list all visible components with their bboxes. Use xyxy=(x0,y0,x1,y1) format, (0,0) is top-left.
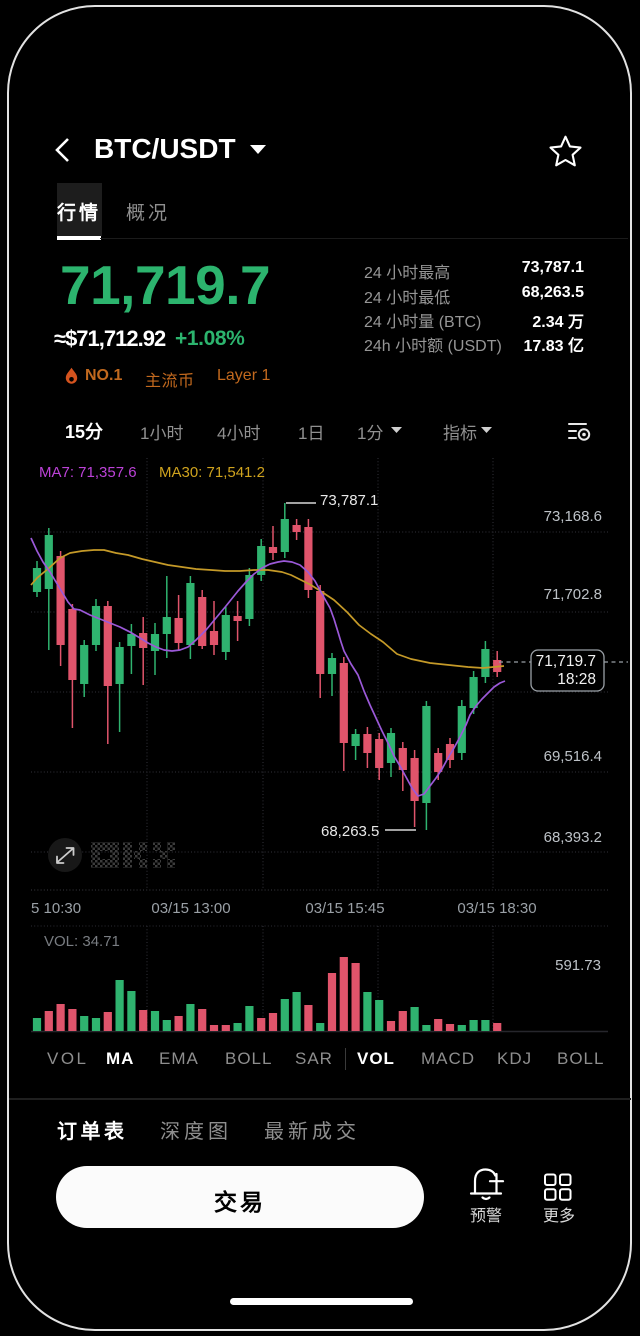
svg-text:591.73: 591.73 xyxy=(555,957,601,974)
svg-text:73,168.6: 73,168.6 xyxy=(544,508,602,525)
svg-text:5 10:30: 5 10:30 xyxy=(31,900,81,917)
svg-text:68,263.5: 68,263.5 xyxy=(321,823,379,840)
svg-text:73,787.1: 73,787.1 xyxy=(320,492,378,509)
svg-text:68,393.2: 68,393.2 xyxy=(544,829,602,846)
svg-text:03/15 13:00: 03/15 13:00 xyxy=(151,900,230,917)
svg-text:03/15 15:45: 03/15 15:45 xyxy=(305,900,384,917)
svg-text:MA7: 71,357.6: MA7: 71,357.6 xyxy=(39,464,137,481)
svg-text:71,719.7: 71,719.7 xyxy=(536,653,596,670)
svg-text:VOL: 34.71: VOL: 34.71 xyxy=(44,933,120,950)
svg-text:MA30: 71,541.2: MA30: 71,541.2 xyxy=(159,464,265,481)
svg-text:71,702.8: 71,702.8 xyxy=(544,586,602,603)
svg-text:03/15 18:30: 03/15 18:30 xyxy=(457,900,536,917)
svg-text:69,516.4: 69,516.4 xyxy=(544,748,602,765)
svg-text:18:28: 18:28 xyxy=(557,671,596,688)
